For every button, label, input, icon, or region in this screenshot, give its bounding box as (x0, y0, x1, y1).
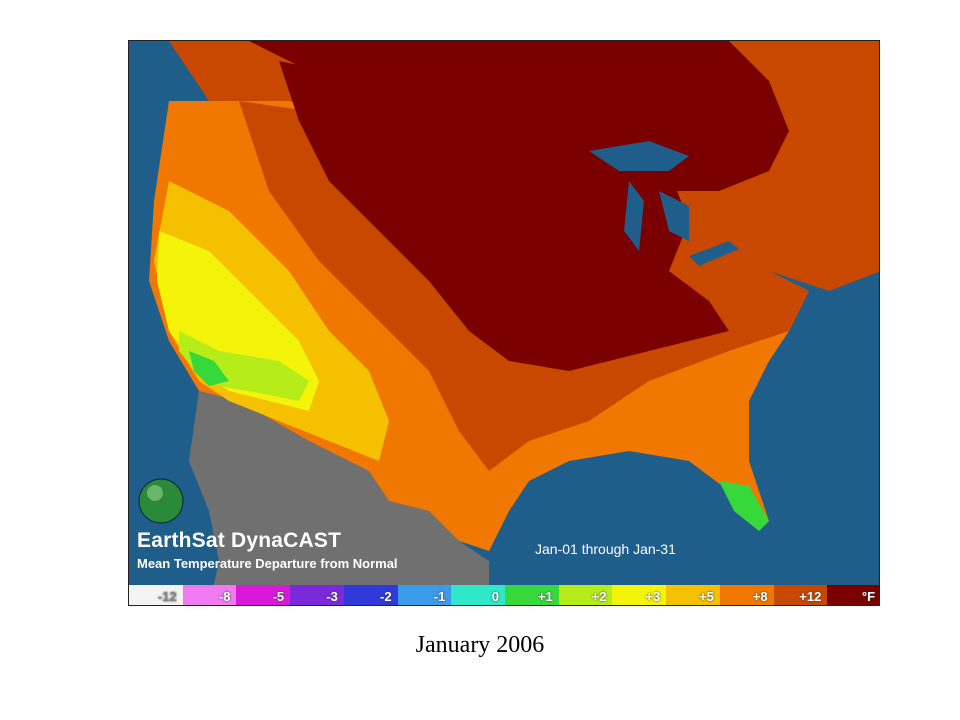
legend-item: +2 (558, 585, 613, 605)
legend-label: +5 (699, 588, 714, 604)
legend-item: +5 (666, 585, 720, 605)
legend-item: +8 (719, 585, 774, 605)
lake-huron (659, 191, 689, 241)
legend-label: 0 (491, 588, 500, 604)
mexico (189, 391, 489, 605)
legend-item: -12 (129, 585, 183, 605)
legend-item: -1 (397, 585, 452, 605)
legend-item: +1 (505, 585, 559, 605)
lake-superior (589, 141, 689, 171)
legend-label: -12 (157, 588, 177, 604)
legend-label: -8 (218, 588, 231, 604)
legend-item: -2 (343, 585, 398, 605)
legend-label: -2 (380, 588, 392, 604)
legend-label: +3 (645, 588, 661, 604)
hot-core (279, 61, 729, 371)
florida-green (719, 481, 769, 531)
legend-item: -5 (236, 585, 291, 605)
map-subtitle: Mean Temperature Departure from Normal (137, 556, 398, 571)
legend-label: -5 (272, 588, 285, 604)
legend-label: +8 (752, 588, 768, 604)
legend-item: -3 (290, 585, 344, 605)
southwest-deep-green (189, 351, 229, 386)
legend-item: °F (827, 585, 879, 605)
legend-item: -8 (182, 585, 237, 605)
legend-label: +12 (799, 588, 822, 604)
globe-icon (138, 478, 184, 524)
legend-item: +3 (612, 585, 667, 605)
map-canvas (129, 41, 879, 605)
legend-item: 0 (451, 585, 506, 605)
legend-label: -1 (433, 588, 446, 604)
legend-label: +1 (537, 588, 553, 604)
legend-label: °F (861, 588, 876, 604)
globe-highlight (147, 485, 163, 501)
legend-item: +12 (773, 585, 828, 605)
southwest-green (179, 331, 309, 401)
caption: January 2006 (415, 632, 545, 658)
date-range: Jan-01 through Jan-31 (535, 541, 676, 557)
lake-erie (689, 241, 739, 266)
temperature-departure-map: EarthSat DynaCAST Mean Temperature Depar… (128, 40, 880, 606)
legend-label: +2 (591, 588, 607, 604)
brand-title: EarthSat DynaCAST (137, 529, 342, 552)
color-legend: -12 -8 -5 -3 -2 -1 0 +1 +2 +3 +5 +8 +12 °F (129, 585, 879, 605)
legend-label: -3 (326, 588, 338, 604)
lake-michigan (624, 181, 644, 251)
